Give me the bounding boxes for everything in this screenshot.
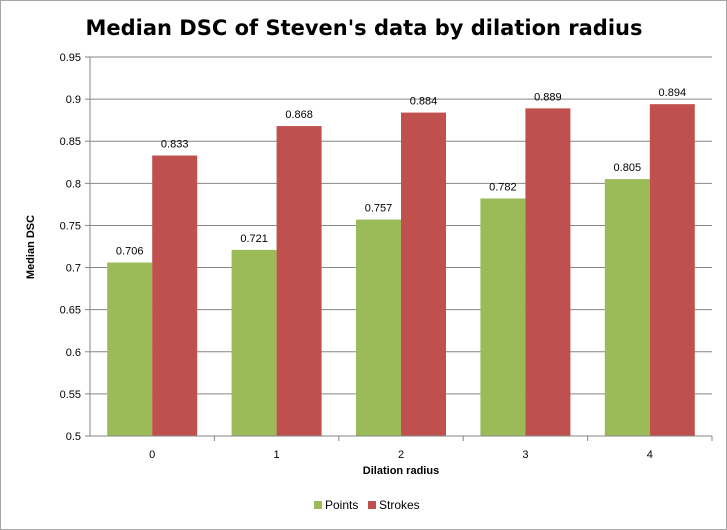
y-tick-label: 0.65 bbox=[60, 305, 81, 317]
legend-label-points: Points bbox=[325, 498, 358, 512]
legend-swatch-strokes bbox=[368, 501, 376, 509]
bar-strokes-1 bbox=[276, 126, 322, 436]
x-axis-title: Dilation radius bbox=[363, 465, 439, 477]
y-tick-label: 0.85 bbox=[60, 136, 81, 148]
x-tick-label: 2 bbox=[398, 449, 404, 461]
data-label-points: 0.721 bbox=[240, 233, 268, 245]
y-axis-title: Median DSC bbox=[25, 215, 37, 279]
data-label-strokes: 0.884 bbox=[410, 96, 438, 108]
data-label-strokes: 0.833 bbox=[161, 139, 189, 151]
legend-label-strokes: Strokes bbox=[379, 498, 420, 512]
x-tick-label: 0 bbox=[149, 449, 155, 461]
data-label-strokes: 0.868 bbox=[285, 109, 313, 121]
data-label-points: 0.706 bbox=[116, 246, 144, 258]
bar-points-4 bbox=[604, 179, 650, 436]
chart-title: Median DSC of Steven's data by dilation … bbox=[86, 16, 643, 40]
x-tick-label: 4 bbox=[647, 449, 653, 461]
data-label-strokes: 0.889 bbox=[534, 91, 562, 103]
bars bbox=[107, 104, 695, 437]
y-tick-label: 0.6 bbox=[66, 347, 81, 359]
bar-points-1 bbox=[231, 249, 277, 436]
bar-points-0 bbox=[107, 262, 153, 436]
axes: 0.5 0.55 0.6 0.65 0.7 0.75 0.8 0.85 0.9 0.95 0 1 2 3 4 bbox=[60, 52, 713, 461]
bar-strokes-3 bbox=[525, 108, 571, 437]
y-tick-label: 0.5 bbox=[66, 431, 81, 443]
data-label-points: 0.782 bbox=[489, 181, 517, 193]
bar-points-2 bbox=[356, 219, 401, 436]
y-tick-label: 0.9 bbox=[66, 94, 81, 106]
data-labels: 0.706 0.833 0.721 0.868 0.757 0.884 0.782 0.889… bbox=[116, 87, 686, 257]
bar-strokes-4 bbox=[649, 104, 695, 437]
legend: Points Strokes bbox=[314, 498, 420, 512]
x-tick-label: 1 bbox=[274, 449, 280, 461]
bar-strokes-0 bbox=[152, 155, 198, 437]
bar-strokes-2 bbox=[401, 112, 446, 436]
bar-points-3 bbox=[480, 198, 526, 436]
y-tick-label: 0.8 bbox=[66, 178, 81, 190]
x-tick-label: 3 bbox=[522, 449, 528, 461]
y-tick-label: 0.7 bbox=[66, 263, 81, 275]
y-tick-label: 0.55 bbox=[60, 389, 81, 401]
y-tick-label: 0.95 bbox=[60, 52, 81, 64]
data-label-points: 0.757 bbox=[365, 203, 393, 215]
data-label-strokes: 0.894 bbox=[659, 87, 687, 99]
y-tick-label: 0.75 bbox=[60, 220, 81, 232]
data-label-points: 0.805 bbox=[614, 162, 642, 174]
legend-swatch-points bbox=[314, 501, 322, 509]
